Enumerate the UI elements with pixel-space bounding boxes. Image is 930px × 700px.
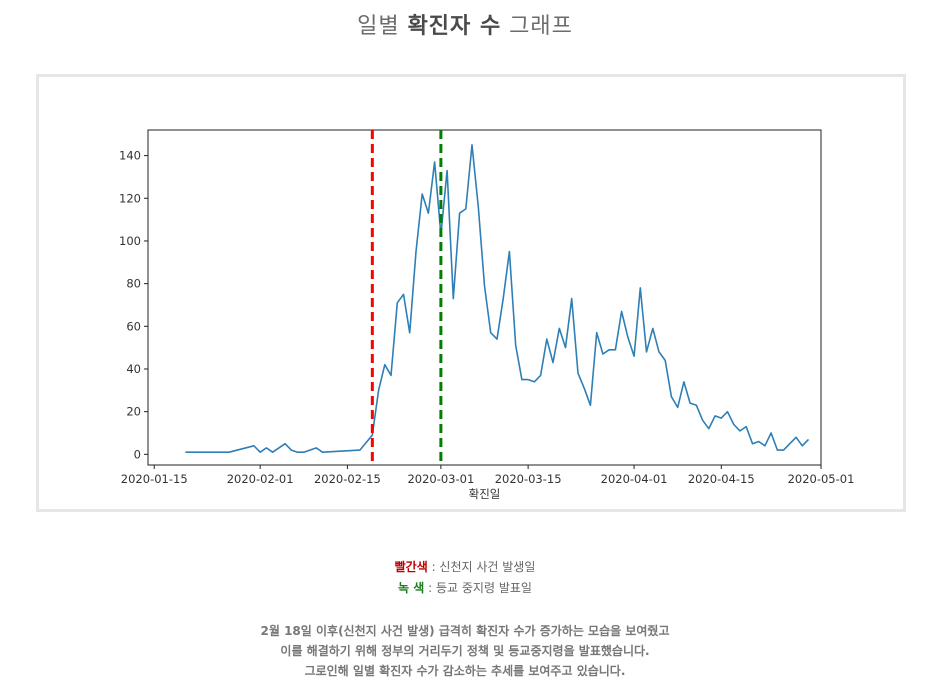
description: 2월 18일 이후(신천지 사건 발생) 급격히 확진자 수가 증가하는 모습을…: [0, 621, 930, 681]
x-tick-label: 2020-02-15: [314, 472, 381, 486]
x-tick-label: 2020-01-15: [121, 472, 188, 486]
confirmed-cases-chart: 0 20 40 60 80 100 120 140 2020-01-15 2020-02-01 20…: [119, 129, 855, 501]
y-tick-label: 40: [126, 362, 141, 376]
legend: 빨간색 : 신천지 사건 발생일 녹 색 : 등교 중지령 발표일: [0, 557, 930, 599]
legend-green-row: 녹 색 : 등교 중지령 발표일: [0, 578, 930, 599]
legend-green-label: 녹 색: [398, 581, 425, 595]
x-tick-label: 2020-02-01: [227, 472, 294, 486]
y-tick-label: 140: [119, 149, 141, 163]
legend-red-row: 빨간색 : 신천지 사건 발생일: [0, 557, 930, 578]
x-tick-label: 2020-03-15: [495, 472, 562, 486]
x-axis-label: 확진일: [469, 487, 501, 501]
y-tick-label: 100: [119, 234, 141, 248]
y-tick-label: 80: [126, 277, 141, 291]
legend-red-sep: :: [427, 560, 440, 574]
description-line: 그로인해 일별 확진자 수가 감소하는 추세를 보여주고 있습니다.: [304, 664, 626, 678]
legend-red-label: 빨간색: [394, 560, 428, 574]
x-tick-label: 2020-05-01: [788, 472, 855, 486]
legend-red-text: 신천지 사건 발생일: [439, 560, 536, 574]
title-part1: 일별: [357, 14, 408, 39]
y-tick-label: 20: [126, 405, 141, 419]
legend-green-sep: :: [424, 581, 436, 595]
plot-frame: [147, 129, 822, 466]
y-tick-label: 120: [119, 191, 141, 205]
y-tick-label: 0: [134, 447, 141, 461]
legend-green-text: 등교 중지령 발표일: [435, 581, 532, 595]
x-tick-label: 2020-04-15: [688, 472, 755, 486]
y-tick-label: 60: [126, 319, 141, 333]
x-tick-label: 2020-04-01: [601, 472, 668, 486]
chart-panel: 0 20 40 60 80 100 120 140 2020-01-15 2020-02-01 20…: [36, 74, 906, 512]
title-bold: 확진자 수: [407, 14, 502, 39]
series-line: [185, 144, 810, 454]
description-line: 이를 해결하기 위해 정부의 거리두기 정책 및 등교중지령을 발표했습니다.: [280, 644, 650, 658]
page-title: 일별 확진자 수 그래프: [0, 8, 930, 40]
title-part2: 그래프: [501, 14, 573, 39]
x-tick-label: 2020-03-01: [407, 472, 474, 486]
description-line: 2월 18일 이후(신천지 사건 발생) 급격히 확진자 수가 증가하는 모습을…: [260, 624, 670, 638]
